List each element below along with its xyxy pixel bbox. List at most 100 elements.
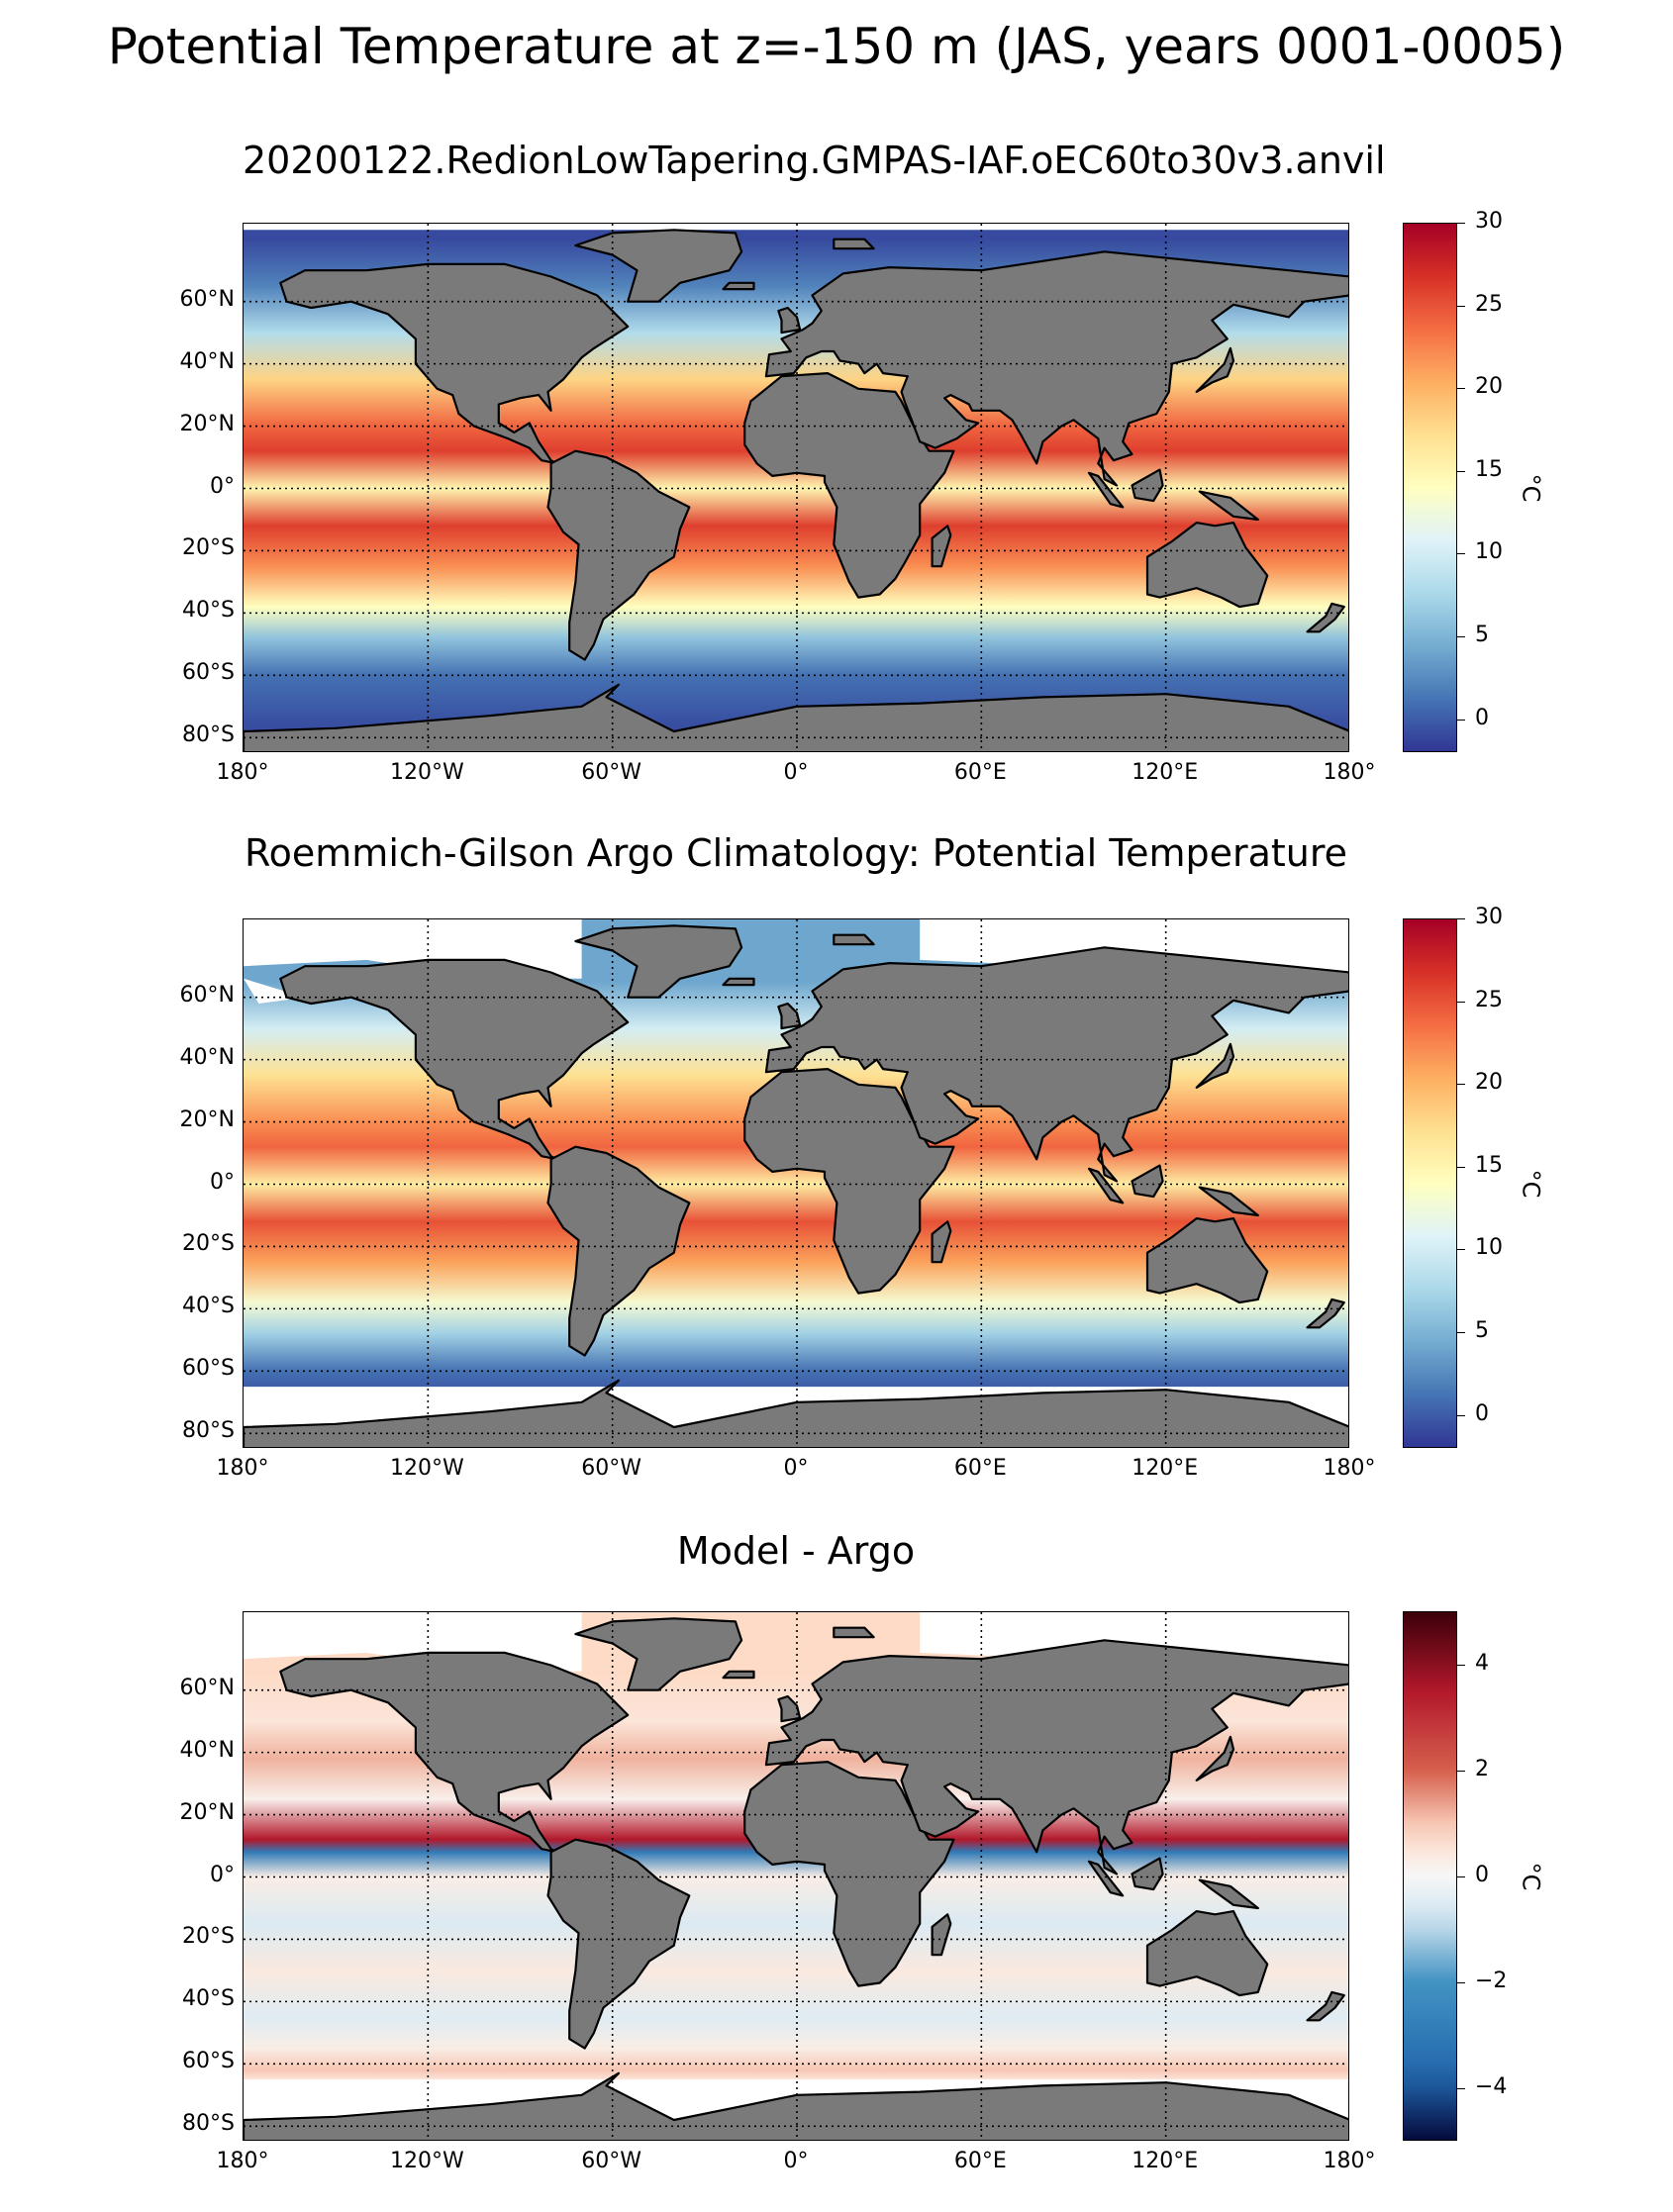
panel-title-argo: Roemmich-Gilson Argo Climatology: Potent…	[244, 831, 1348, 875]
colorbar-tick-label: 0	[1475, 705, 1489, 730]
land-mass	[574, 1617, 743, 1691]
colorbar-tick-label: 4	[1475, 1650, 1489, 1676]
lat-tick-label: 60°S	[182, 2049, 235, 2074]
colorbar-tick-mark	[1457, 1875, 1465, 1877]
land-mass	[244, 1379, 1348, 1447]
land-mass	[931, 525, 952, 568]
land-mass	[722, 977, 755, 987]
land-mass	[722, 1670, 755, 1680]
land-mass	[743, 372, 955, 599]
map-plot-model	[244, 224, 1348, 751]
colorbar-tick-mark	[1457, 1249, 1465, 1251]
no-data-region	[244, 224, 1348, 231]
colorbar-tick-label: 2	[1475, 1756, 1489, 1781]
lon-tick-label: 120°E	[1132, 760, 1199, 785]
figure-suptitle: Potential Temperature at z=-150 m (JAS, …	[107, 18, 1566, 75]
colorbar-tick-label: −2	[1475, 1968, 1508, 1993]
map-panel-model	[243, 223, 1349, 752]
lon-tick-label: 60°E	[953, 760, 1007, 785]
colorbar-tick-mark	[1457, 1414, 1465, 1416]
lon-tick-label: 60°E	[953, 2149, 1007, 2173]
lat-tick-label: 80°S	[182, 1418, 235, 1444]
colorbar	[1403, 1611, 1457, 2141]
lon-tick-label: 180°	[216, 1456, 269, 1481]
land-mass	[1195, 346, 1235, 393]
land-mass	[1145, 522, 1269, 609]
lon-tick-label: 180°	[216, 760, 269, 785]
lat-tick-label: 0°	[210, 473, 235, 499]
colorbar-tick-label: 20	[1475, 374, 1503, 400]
colorbar-tick-mark	[1457, 635, 1465, 637]
colorbar-tick-mark	[1457, 223, 1465, 224]
colorbar	[1403, 918, 1457, 1448]
lat-tick-label: 60°S	[182, 660, 235, 686]
lon-tick-label: 0°	[783, 1456, 809, 1481]
lon-tick-label: 0°	[783, 2149, 809, 2173]
land-mass	[833, 238, 875, 250]
lon-tick-label: 180°	[1323, 760, 1376, 785]
land-mass	[1198, 1186, 1259, 1217]
lat-tick-label: 80°S	[182, 722, 235, 748]
lat-tick-label: 0°	[210, 1862, 235, 1887]
land-mass	[743, 1068, 955, 1295]
land-mass	[743, 1761, 955, 1987]
land-mass	[722, 281, 755, 291]
lat-tick-label: 0°	[210, 1169, 235, 1195]
lat-tick-label: 20°N	[179, 411, 235, 436]
colorbar	[1403, 223, 1457, 752]
land-mass	[1087, 471, 1125, 509]
land-mass	[1131, 1164, 1164, 1199]
lat-tick-label: 40°S	[182, 1986, 235, 2012]
land-mass	[1195, 1735, 1235, 1781]
land-mass	[546, 1145, 691, 1357]
colorbar-tick-label: 25	[1475, 987, 1503, 1012]
lat-tick-label: 40°N	[179, 348, 235, 374]
colorbar-tick-mark	[1457, 918, 1465, 919]
land-mass	[1145, 1910, 1269, 1997]
map-plot-diff	[244, 1612, 1348, 2140]
colorbar-tick-label: −4	[1475, 2073, 1508, 2099]
land-mass	[279, 1651, 630, 1854]
land-mass	[777, 1694, 802, 1723]
land-mass	[244, 683, 1348, 751]
land-mass	[574, 924, 743, 999]
lat-tick-label: 20°S	[182, 535, 235, 561]
lat-tick-label: 60°N	[179, 286, 235, 312]
land-mass	[1198, 490, 1259, 522]
colorbar-tick-label: 15	[1475, 1152, 1503, 1178]
colorbar-tick-mark	[1457, 1770, 1465, 1772]
land-mass	[244, 2071, 1348, 2140]
lat-tick-label: 80°S	[182, 2111, 235, 2137]
map-panel-diff	[243, 1611, 1349, 2141]
lon-tick-label: 60°E	[953, 1456, 1007, 1481]
lat-tick-label: 40°N	[179, 1737, 235, 1763]
lat-tick-label: 60°S	[182, 1356, 235, 1382]
colorbar-tick-mark	[1457, 1331, 1465, 1333]
lon-tick-label: 60°W	[581, 1456, 642, 1481]
land-mass	[1087, 1860, 1125, 1897]
panel-title-diff: Model - Argo	[676, 1529, 916, 1573]
colorbar-tick-label: 20	[1475, 1070, 1503, 1096]
land-mass	[1198, 1878, 1259, 1910]
lon-tick-label: 120°W	[389, 1456, 464, 1481]
colorbar-tick-label: 10	[1475, 1235, 1503, 1261]
colorbar-tick-label: 10	[1475, 539, 1503, 565]
colorbar-tick-mark	[1457, 2087, 1465, 2089]
land-mass	[764, 250, 1348, 487]
lat-tick-label: 20°N	[179, 1106, 235, 1132]
land-mass	[1306, 1990, 1345, 2022]
land-mass	[764, 1639, 1348, 1875]
colorbar-tick-label: 0	[1475, 1862, 1489, 1887]
land-mass	[546, 449, 691, 661]
colorbar-unit-label: °C	[1517, 1862, 1545, 1890]
colorbar-tick-label: 15	[1475, 456, 1503, 482]
land-mass	[546, 1838, 691, 2050]
colorbar-tick-label: 5	[1475, 622, 1489, 647]
lon-tick-label: 120°E	[1132, 1456, 1199, 1481]
land-mass	[1195, 1042, 1235, 1089]
colorbar-tick-mark	[1457, 1166, 1465, 1168]
lon-tick-label: 60°W	[581, 2149, 642, 2173]
land-mass	[1087, 1167, 1125, 1204]
colorbar-tick-mark	[1457, 1664, 1465, 1666]
map-plot-argo	[244, 919, 1348, 1447]
